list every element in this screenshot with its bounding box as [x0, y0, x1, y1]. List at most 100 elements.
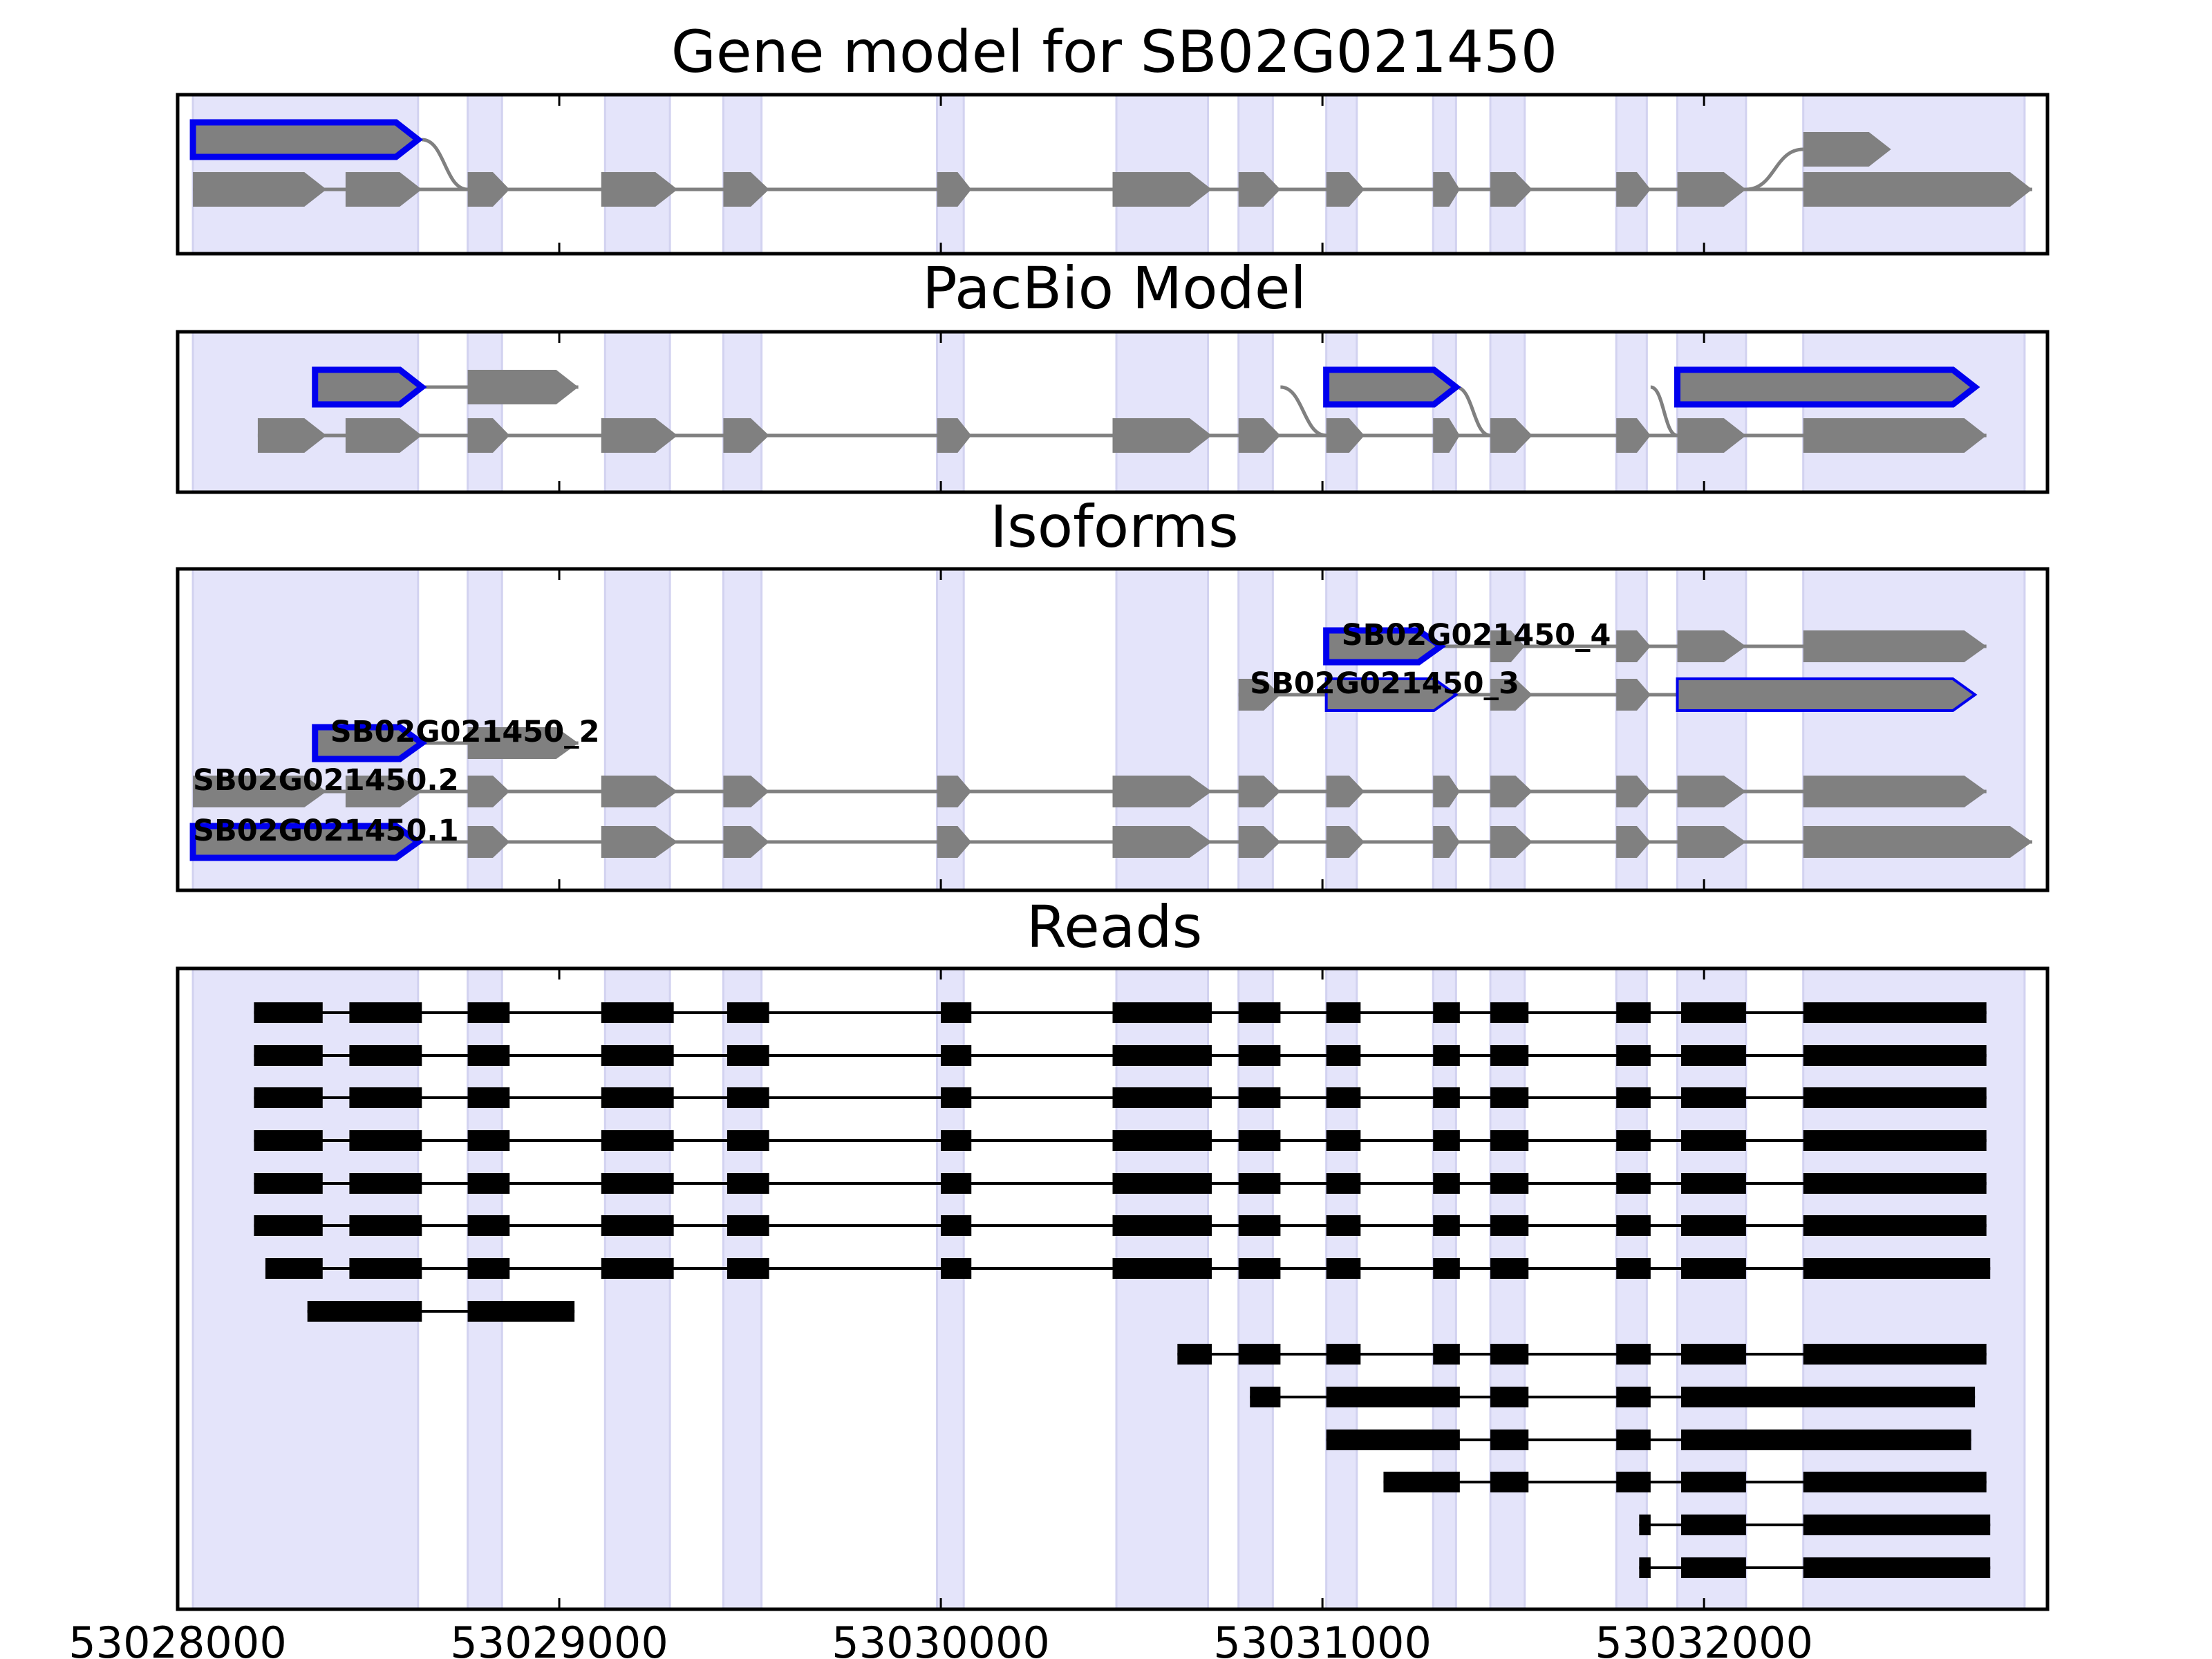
read-block	[349, 1087, 422, 1108]
read-block	[1112, 1215, 1212, 1236]
read-block	[254, 1173, 323, 1194]
read-block	[1238, 1344, 1281, 1365]
exon-region-band	[1802, 330, 2026, 494]
exon	[1326, 418, 1365, 453]
exon	[1490, 826, 1533, 858]
highlighted-exon	[312, 724, 428, 762]
read-block	[941, 1258, 972, 1279]
read-block	[1681, 1515, 1746, 1535]
read-block	[1433, 1344, 1460, 1365]
read-block	[467, 1258, 510, 1279]
read-block	[1616, 1430, 1651, 1450]
read-block	[1112, 1173, 1212, 1194]
read-block	[601, 1002, 674, 1023]
read-block	[1112, 1087, 1212, 1108]
exon	[1616, 630, 1651, 662]
read-block	[727, 1215, 769, 1236]
exon-region-band	[603, 967, 671, 1611]
exon	[723, 776, 769, 807]
read-block	[1681, 1130, 1746, 1151]
exon	[1490, 172, 1533, 207]
exon	[1433, 418, 1460, 453]
exon	[1238, 826, 1281, 858]
region-band-group	[191, 967, 2026, 1611]
read-block	[254, 1130, 323, 1151]
read-block	[1803, 1344, 1987, 1365]
read-block	[1112, 1002, 1212, 1023]
read-block	[1326, 1430, 1460, 1450]
read-block	[1433, 1258, 1460, 1279]
read-block	[1616, 1173, 1651, 1194]
pacbio-model-panel: PacBio Model	[176, 254, 2050, 494]
read-block	[1803, 1173, 1987, 1194]
read-block	[1433, 1215, 1460, 1236]
read-block	[1326, 1344, 1361, 1365]
reads-frame	[176, 966, 2050, 1611]
exon	[1677, 776, 1746, 807]
read-block	[1681, 1430, 1971, 1450]
read-block	[1681, 1173, 1746, 1194]
read-block	[1490, 1130, 1529, 1151]
read-block	[467, 1045, 510, 1066]
read-block	[1681, 1215, 1746, 1236]
exon-region-band	[191, 330, 420, 494]
exon	[467, 826, 510, 858]
exon	[1112, 418, 1212, 453]
exon	[1326, 826, 1365, 858]
read-block	[1803, 1472, 1987, 1492]
read-block	[254, 1087, 323, 1108]
x-tick-label: 53031000	[1213, 1618, 1432, 1659]
read-block	[467, 1130, 510, 1151]
highlighted-exon	[189, 119, 424, 160]
exon	[1326, 172, 1365, 207]
exon	[345, 418, 422, 453]
exon	[345, 172, 422, 207]
read-block	[601, 1258, 674, 1279]
read-block	[254, 1215, 323, 1236]
read-block	[1616, 1130, 1651, 1151]
read-block	[1616, 1387, 1651, 1407]
isoform-label: SB02G021450_3	[1250, 666, 1519, 701]
read-block	[1490, 1258, 1529, 1279]
read-block	[349, 1002, 422, 1023]
x-tick-label: 53028000	[68, 1618, 287, 1659]
read-block	[727, 1258, 769, 1279]
read-block	[1238, 1215, 1281, 1236]
gene-model-title: Gene model for SB02G021450	[671, 18, 1557, 86]
exon	[1238, 172, 1281, 207]
exon	[1433, 776, 1460, 807]
exon	[1112, 826, 1212, 858]
isoform-label: SB02G021450_2	[330, 715, 600, 749]
exon-region-band	[1489, 330, 1526, 494]
read-block	[1326, 1045, 1361, 1066]
read-block	[1681, 1002, 1746, 1023]
exon-region-band	[467, 330, 503, 494]
read-block	[349, 1258, 422, 1279]
exon-region-band	[1615, 330, 1648, 494]
read-block	[1433, 1045, 1460, 1066]
exon	[467, 727, 579, 759]
exon	[345, 776, 422, 807]
exon-region-band	[603, 330, 671, 494]
read-block	[1681, 1344, 1746, 1365]
exon	[257, 418, 327, 453]
read-block	[1681, 1045, 1746, 1066]
read-block	[349, 1215, 422, 1236]
read-block	[1490, 1387, 1529, 1407]
read-block	[941, 1215, 972, 1236]
read-block	[349, 1045, 422, 1066]
read-block	[727, 1045, 769, 1066]
read-block	[1383, 1472, 1460, 1492]
read-block	[467, 1215, 510, 1236]
read-block	[941, 1173, 972, 1194]
read-block	[1681, 1387, 1976, 1407]
gene-model-frame	[176, 93, 2050, 256]
read-block	[727, 1002, 769, 1023]
read-block	[1490, 1045, 1529, 1066]
isoform-label: SB02G021450_4	[1342, 618, 1611, 653]
read-block	[1490, 1430, 1529, 1450]
read-block	[254, 1045, 323, 1066]
read-block	[1490, 1215, 1529, 1236]
exon-region-band	[1432, 330, 1457, 494]
